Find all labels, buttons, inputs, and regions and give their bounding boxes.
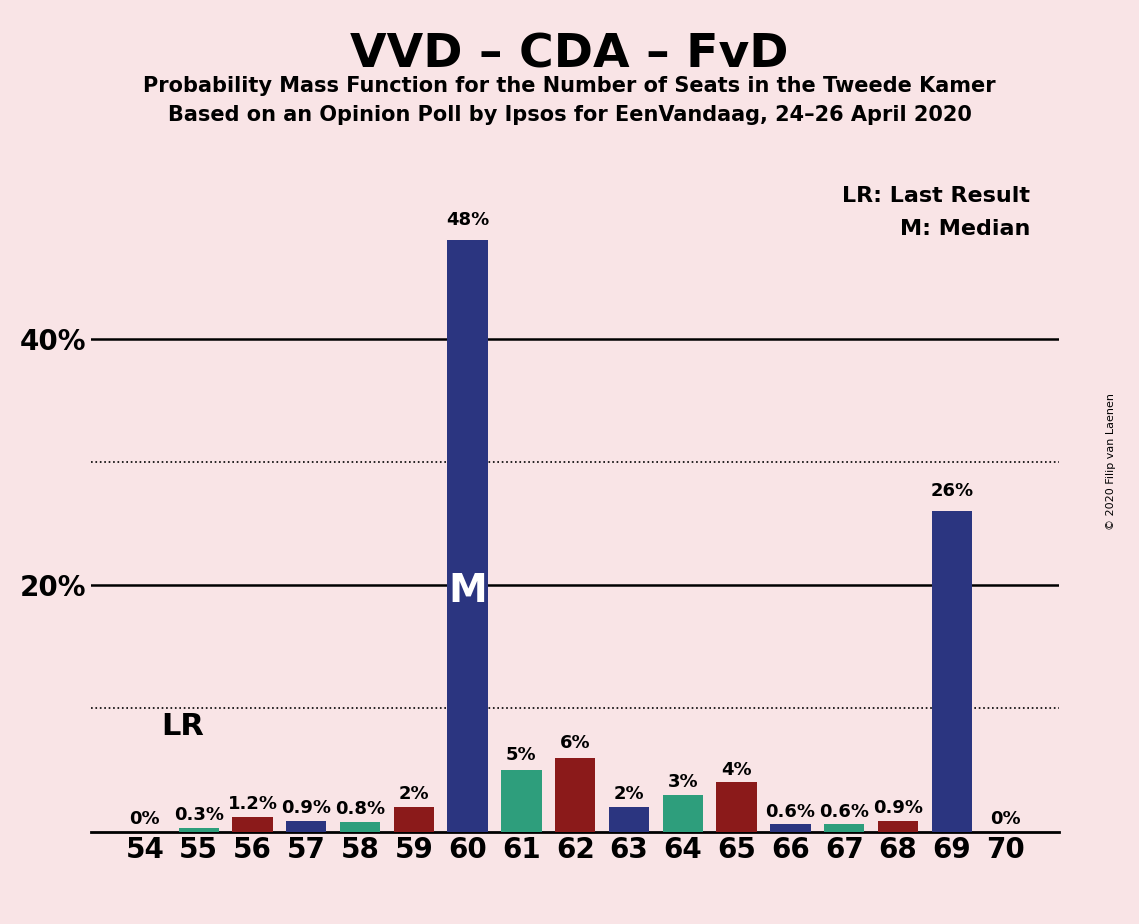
- Text: 0.8%: 0.8%: [335, 800, 385, 818]
- Text: © 2020 Filip van Laenen: © 2020 Filip van Laenen: [1106, 394, 1115, 530]
- Text: 0%: 0%: [130, 810, 161, 828]
- Text: 0.9%: 0.9%: [872, 799, 923, 817]
- Bar: [179, 828, 219, 832]
- Text: 4%: 4%: [721, 760, 752, 779]
- Bar: [555, 758, 596, 832]
- Text: 1.2%: 1.2%: [228, 796, 278, 813]
- Text: VVD – CDA – FvD: VVD – CDA – FvD: [351, 32, 788, 78]
- Text: 0.9%: 0.9%: [281, 799, 331, 817]
- Text: 0.6%: 0.6%: [765, 803, 816, 821]
- Bar: [232, 817, 272, 832]
- Text: 2%: 2%: [399, 785, 429, 803]
- Bar: [286, 821, 327, 832]
- Bar: [339, 821, 380, 832]
- Text: 3%: 3%: [667, 773, 698, 791]
- Text: M: M: [449, 572, 487, 611]
- Text: 0%: 0%: [990, 810, 1021, 828]
- Bar: [394, 807, 434, 832]
- Text: 6%: 6%: [560, 734, 590, 751]
- Text: LR: Last Result
M: Median: LR: Last Result M: Median: [842, 187, 1030, 239]
- Text: 2%: 2%: [614, 785, 645, 803]
- Bar: [663, 795, 703, 832]
- Bar: [878, 821, 918, 832]
- Text: 48%: 48%: [446, 212, 490, 229]
- Bar: [501, 770, 541, 832]
- Bar: [609, 807, 649, 832]
- Text: 0.3%: 0.3%: [173, 807, 223, 824]
- Text: Based on an Opinion Poll by Ipsos for EenVandaag, 24–26 April 2020: Based on an Opinion Poll by Ipsos for Ee…: [167, 105, 972, 126]
- Bar: [448, 240, 487, 832]
- Bar: [823, 824, 865, 832]
- Bar: [932, 511, 972, 832]
- Bar: [716, 783, 756, 832]
- Text: 0.6%: 0.6%: [819, 803, 869, 821]
- Text: Probability Mass Function for the Number of Seats in the Tweede Kamer: Probability Mass Function for the Number…: [144, 76, 995, 96]
- Text: 5%: 5%: [506, 746, 536, 764]
- Text: LR: LR: [161, 712, 204, 741]
- Text: 26%: 26%: [931, 482, 973, 500]
- Bar: [770, 824, 811, 832]
